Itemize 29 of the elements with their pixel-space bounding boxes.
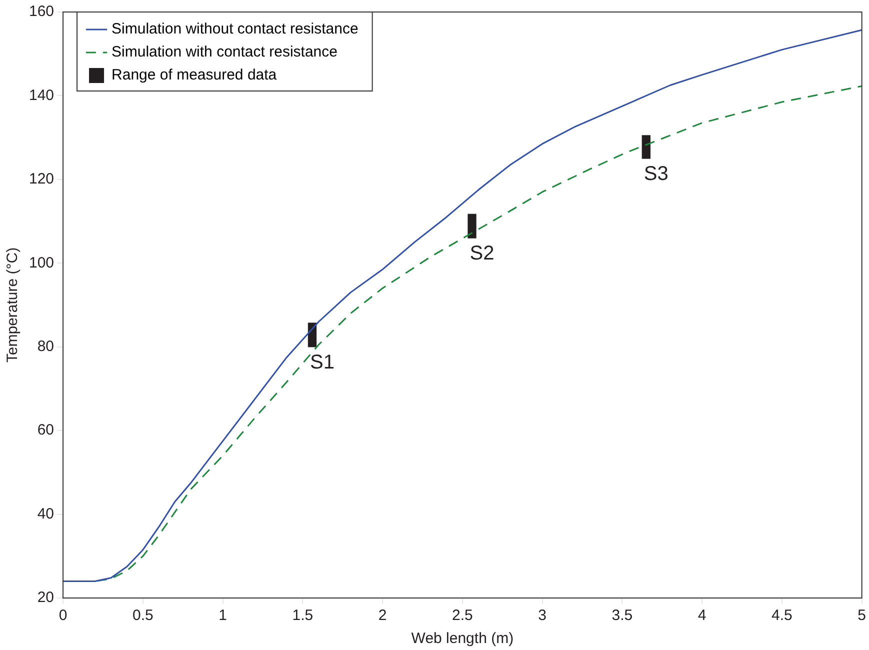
y-tick-label: 80	[37, 338, 54, 355]
x-tick-label: 0	[58, 607, 68, 624]
annotation: S1	[310, 351, 334, 374]
y-axis-title: Temperature (°C)	[4, 247, 22, 363]
x-tick-label: 2	[378, 607, 387, 624]
bar	[642, 135, 650, 159]
legend-label: Simulation with contact resistance	[112, 44, 338, 61]
legend-label: Range of measured data	[112, 66, 278, 84]
x-tick-label: 1	[218, 607, 227, 624]
x-tick-label: 4.5	[772, 607, 792, 624]
x-tick-label: 2.5	[452, 607, 473, 624]
y-tick-label: 160	[28, 3, 54, 20]
bar	[468, 214, 476, 238]
y-tick-label: 20	[37, 589, 54, 606]
legend-label: Simulation without contact resistance	[112, 20, 358, 38]
x-tick-label: 4	[698, 607, 706, 624]
x-tick-label: 0.5	[132, 607, 154, 624]
y-tick-label: 100	[28, 254, 54, 272]
x-tick-label: 1.5	[292, 607, 314, 624]
x-tick-label: 3	[538, 607, 546, 624]
x-tick-label: 5	[858, 607, 866, 624]
x-tick-label: 3.5	[612, 607, 633, 624]
y-tick-label: 140	[28, 86, 54, 104]
y-tick-label: 120	[28, 170, 54, 188]
annotation: S2	[470, 242, 494, 265]
y-tick-label: 60	[37, 422, 54, 439]
x-axis-title: Web length (m)	[411, 630, 514, 648]
y-tick-label: 40	[37, 505, 54, 522]
annotation: S3	[644, 163, 668, 186]
